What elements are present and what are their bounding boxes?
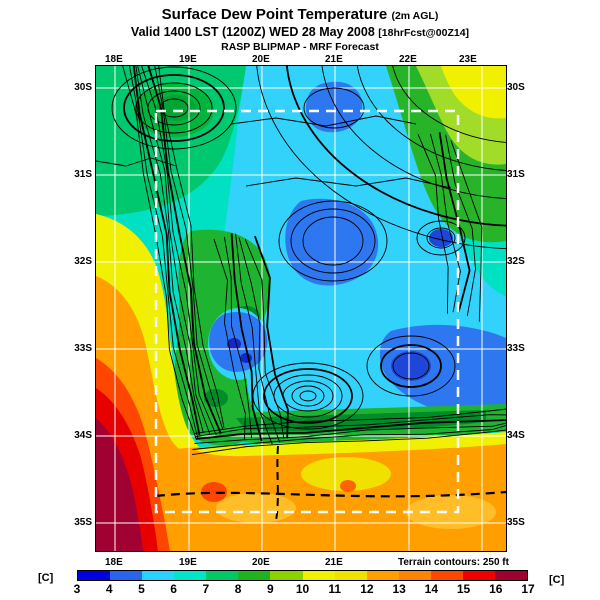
fill-coast-yellow-pocket — [301, 457, 391, 491]
valid-time-text: Valid 1400 LST (1200Z) WED 28 May 2008 — [130, 25, 375, 39]
colorbar-tick-14: 14 — [424, 582, 439, 596]
colorbar-tick-8: 8 — [234, 582, 242, 596]
colorbar-tick-4: 4 — [105, 582, 113, 596]
colorbar-segment-6 — [270, 571, 303, 580]
lat-label-left-32S: 32S — [74, 256, 92, 267]
colorbar-tick-15: 15 — [456, 582, 471, 596]
lat-label-left-34S: 34S — [74, 430, 92, 441]
colorbar-tick-17: 17 — [521, 582, 535, 596]
title-text: Surface Dew Point Temperature — [161, 6, 388, 23]
inner-domain-box — [154, 109, 460, 514]
colorbar-segment-7 — [302, 571, 335, 580]
fill-blue-right — [379, 324, 506, 416]
colorbar-tick-5: 5 — [138, 582, 145, 596]
terrain-contours — [96, 66, 506, 522]
fill-topright-yellow — [441, 66, 506, 119]
colorbar-segment-4 — [206, 571, 239, 580]
fill-topleft-green-darker — [156, 95, 196, 121]
lon-label-top-20E: 20E — [252, 54, 270, 65]
colorbar-tick-10: 10 — [295, 582, 310, 596]
lat-label-right-34S: 34S — [507, 430, 525, 441]
lat-label-left-33S: 33S — [74, 343, 92, 354]
colorbar-segment-1 — [110, 571, 143, 580]
colorbar-unit-left: [C] — [38, 572, 54, 584]
lat-label-right-31S: 31S — [507, 169, 525, 180]
colorbar-segment-8 — [334, 571, 367, 580]
lat-label-left-35S: 35S — [74, 517, 92, 528]
map-canvas — [96, 66, 506, 551]
lon-label-top-19E: 19E — [179, 54, 197, 65]
fill-mountain-darkgreen-2 — [204, 389, 228, 407]
colorbar-tick-6: 6 — [170, 582, 177, 596]
colorbar-segment-2 — [142, 571, 175, 580]
lon-label-top-21E: 21E — [325, 54, 343, 65]
colorbar-segment-5 — [238, 571, 271, 580]
fill-coast-lightorange-1 — [216, 493, 296, 523]
lat-label-right-32S: 32S — [507, 256, 525, 267]
colorbar — [77, 570, 528, 581]
lon-label-bottom-20E: 20E — [252, 557, 270, 568]
lon-label-bottom-21E: 21E — [325, 557, 343, 568]
colorbar-tick-11: 11 — [328, 582, 342, 596]
title-suffix: (2m AGL) — [391, 10, 439, 22]
model-line: RASP BLIPMAP - MRF Forecast — [221, 41, 379, 53]
colorbar-segment-10 — [398, 571, 431, 580]
colorbar-segment-3 — [174, 571, 207, 580]
lon-label-top-23E: 23E — [459, 54, 477, 65]
colorbar-tick-7: 7 — [202, 582, 210, 596]
fill-coast-lightorange-2 — [406, 495, 496, 529]
lon-label-top-18E: 18E — [105, 54, 123, 65]
forecast-init-text: [18hrFcst@00Z14] — [378, 27, 470, 39]
colorbar-unit-right: [C] — [549, 574, 565, 586]
terrain-contour-note: Terrain contours: 250 ft — [398, 557, 509, 568]
page-title: Surface Dew Point Temperature (2m AGL) — [0, 6, 600, 25]
colorbar-tick-13: 13 — [392, 582, 406, 596]
valid-time-line: Valid 1400 LST (1200Z) WED 28 May 2008 [… — [0, 25, 600, 41]
fill-south-darkgreen-band — [236, 410, 486, 432]
lon-label-bottom-18E: 18E — [105, 557, 123, 568]
fill-coast-red-spot-2 — [340, 480, 356, 492]
colorbar-tick-12: 12 — [360, 582, 374, 596]
map-plot — [95, 65, 507, 552]
colorbar-segment-11 — [430, 571, 463, 580]
colorbar-tick-16: 16 — [489, 582, 503, 596]
fill-darkblue-small — [429, 229, 453, 247]
fill-darkblue-right — [391, 351, 431, 381]
fill-blue-mid — [285, 198, 379, 286]
lat-label-left-30S: 30S — [74, 82, 92, 93]
fill-darkblue-valley-2 — [240, 353, 252, 363]
fill-coast-red-spot-1 — [201, 482, 227, 502]
lon-label-bottom-19E: 19E — [179, 557, 197, 568]
colorbar-segment-9 — [366, 571, 399, 580]
fill-sw-maroon — [96, 418, 143, 551]
colorbar-tick-9: 9 — [266, 582, 274, 596]
lat-label-left-31S: 31S — [74, 169, 92, 180]
title-block: Surface Dew Point Temperature (2m AGL) V… — [0, 6, 600, 53]
colorbar-tick-3: 3 — [73, 582, 81, 596]
fill-blue-top — [306, 81, 363, 133]
colorbar-segment-13 — [495, 571, 528, 580]
lat-label-right-30S: 30S — [507, 82, 525, 93]
colorbar-segment-0 — [78, 571, 111, 580]
lat-label-right-35S: 35S — [507, 517, 525, 528]
lat-label-right-33S: 33S — [507, 343, 525, 354]
colorbar-segment-12 — [462, 571, 496, 580]
lon-label-top-22E: 22E — [399, 54, 417, 65]
